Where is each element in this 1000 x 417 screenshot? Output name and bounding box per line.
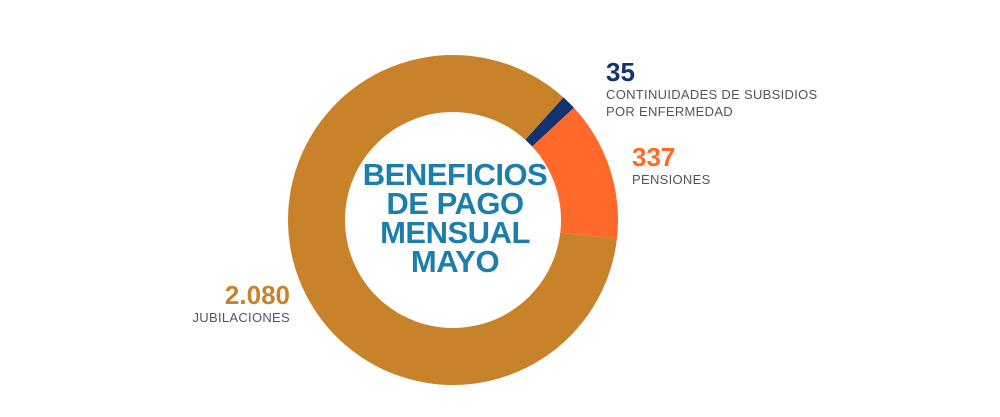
donut-slice (532, 107, 618, 240)
donut-slice (525, 97, 574, 147)
chart-title: BENEFICIOS DE PAGO MENSUAL MAYO (335, 157, 575, 279)
label-continuidades: 35 CONTINUIDADES DE SUBSIDIOS POR ENFERM… (606, 58, 818, 120)
name-pensiones: PENSIONES (632, 172, 711, 187)
donut-slice (288, 54, 617, 386)
value-jubilaciones: 2.080 (224, 280, 290, 310)
title-line: DE PAGO (386, 186, 524, 221)
name-continuidades-line: CONTINUIDADES DE SUBSIDIOS (606, 87, 818, 102)
name-continuidades-line: POR ENFERMEDAD (606, 104, 733, 119)
label-pensiones: 337 PENSIONES (632, 143, 711, 188)
title-line: BENEFICIOS (362, 157, 548, 192)
name-jubilaciones: JUBILACIONES (192, 310, 290, 325)
value-pensiones: 337 (632, 142, 676, 172)
title-line: MENSUAL (380, 215, 530, 250)
label-jubilaciones: 2.080 JUBILACIONES (192, 281, 290, 326)
title-line: MAYO (410, 244, 500, 279)
value-continuidades: 35 (606, 57, 635, 87)
